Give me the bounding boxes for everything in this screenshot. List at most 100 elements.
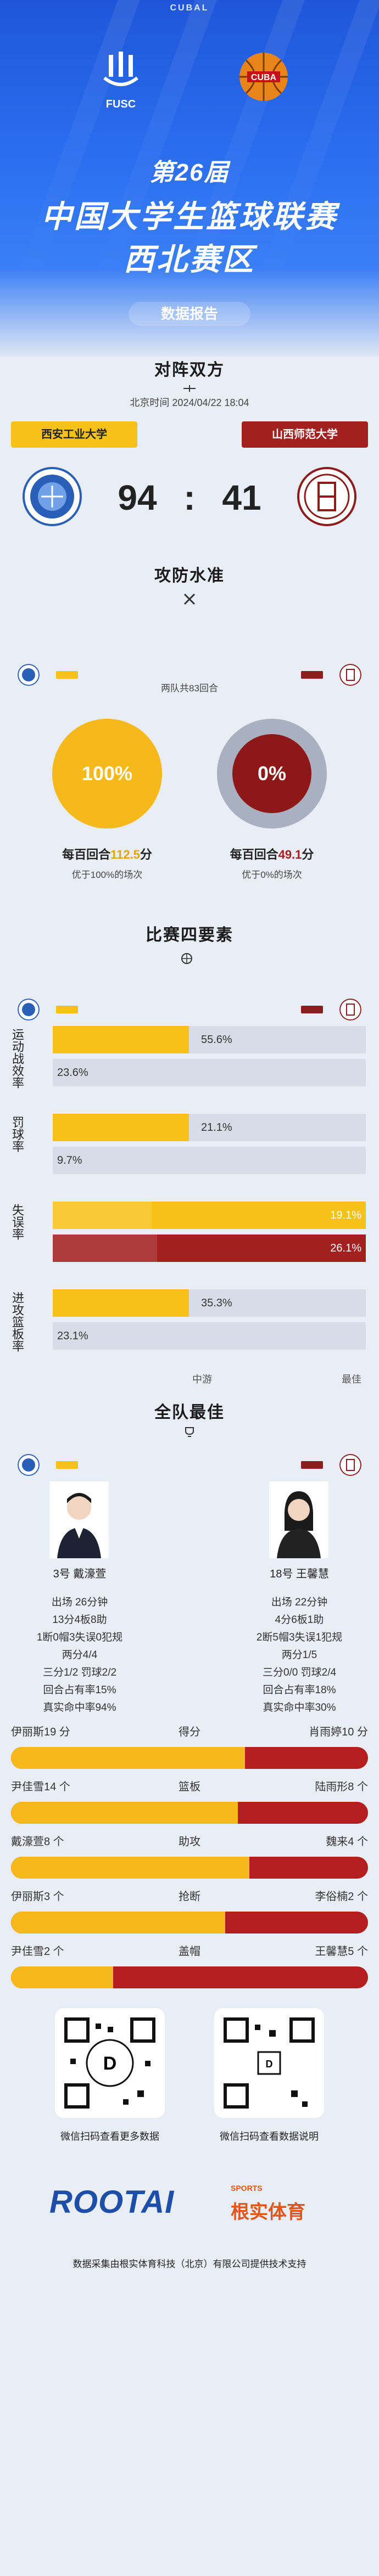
match-heading: 对阵双方: [0, 357, 379, 384]
player-stat-line: 真实命中率94%: [43, 1702, 116, 1713]
factor-value-left: 19.1%: [330, 1209, 361, 1221]
right-per100: 每百回合49.1分: [190, 845, 354, 863]
match-time: 北京时间 2024/04/22 18:04: [130, 397, 249, 408]
team-left-name: 西安工业大学: [11, 421, 137, 448]
qr-right-caption: 微信扫码查看数据说明: [220, 2131, 319, 2142]
right-player-name: 18号 王馨慧: [270, 1568, 329, 1580]
player-stat-line: 三分1/2 罚球2/2: [42, 1667, 117, 1678]
compare-left: 伊丽斯3 个: [11, 1891, 64, 1903]
player-stat-line: 1断0帽3失误0犯规: [36, 1632, 123, 1643]
compare-category: 得分: [179, 1726, 200, 1738]
team-right-mini-logo: [339, 664, 361, 686]
compare-right: 陆雨形8 个: [315, 1781, 368, 1793]
offdef-section: 两队共83回合 100% 0% 每百回合112.5分 每百回合49.1分 优于1…: [0, 664, 379, 999]
team-right-mini-logo: [339, 999, 361, 1021]
team-left-color-bar: [56, 671, 78, 679]
brand-text: CUBAL: [170, 3, 209, 13]
compare-right: 肖雨婷10 分: [309, 1726, 368, 1738]
player-stat-line: 4分6板1助: [275, 1614, 324, 1626]
swords-icon: [183, 593, 196, 605]
court-icon: [183, 385, 196, 392]
factor-bar-left: [53, 1026, 189, 1053]
footer-credit: 数据采集由根实体育科技（北京）有限公司提供技术支持: [73, 2259, 306, 2269]
team-left-mini-logo: [18, 999, 40, 1021]
rootai-logo-cn: 根实体育: [231, 2202, 305, 2223]
player-stat-line: 两分4/4: [62, 1649, 98, 1661]
compare-left: 尹佳雪2 个: [11, 1946, 64, 1958]
qr-right[interactable]: D: [214, 2008, 324, 2118]
factor-bar-track: 19.1%: [53, 1202, 366, 1229]
edition-title: 第26届: [149, 159, 230, 186]
report-page: CUBAL FUSC CUBA 第26届 中国大学生篮球联赛 西北赛区 数据报告…: [0, 0, 379, 2269]
compare-bar: [11, 1802, 368, 1824]
best-section: 全队最佳 3号 戴濠萱 18号 王馨慧 出: [0, 1399, 379, 2173]
score-right: 41: [222, 478, 261, 517]
compare-bar: [11, 1747, 368, 1769]
right-percentile-ring: 0%: [217, 719, 327, 828]
factors-heading-text: 比赛四要素: [146, 926, 233, 944]
team-right-mini-logo: [339, 1454, 361, 1476]
compare-bar-left: [11, 1966, 113, 1988]
fusc-logo-icon: [103, 52, 138, 86]
per100-unit: 分: [140, 848, 152, 861]
factor-bar-track: 55.6%: [53, 1026, 366, 1053]
axis-best-label: 最佳: [342, 1374, 361, 1385]
factor-bar-shade: [53, 1235, 157, 1262]
left-per100: 每百回合112.5分: [25, 845, 190, 863]
left-per100-value: 112.5: [110, 848, 140, 861]
team-left-mini-logo: [18, 664, 40, 686]
factor-label: 进攻篮板率: [10, 1292, 24, 1352]
factor-value-right: 9.7%: [57, 1154, 82, 1166]
league-title: 中国大学生篮球联赛: [41, 199, 338, 234]
team-right-name: 山西师范大学: [242, 421, 368, 448]
right-player-photo: [269, 1481, 328, 1558]
compare-bar: [11, 1857, 368, 1879]
compare-left: 戴濠萱8 个: [11, 1836, 64, 1848]
factor-bar-left: [53, 1202, 366, 1229]
factors-heading: 比赛四要素: [0, 922, 379, 949]
compare-right: 王馨慧5 个: [315, 1946, 368, 1958]
compare-row: 尹佳雪2 个 盖帽 王馨慧5 个: [11, 1942, 368, 1992]
team-left-color-bar: [56, 1006, 78, 1013]
fusc-logo: FUSC: [99, 49, 143, 111]
svg-text:D: D: [266, 2059, 273, 2070]
right-better-than: 优于0%的场次: [242, 870, 302, 880]
cuba-logo-icon: CUBA: [239, 53, 288, 101]
factor-bar-left: [53, 1289, 189, 1317]
compare-category: 抢断: [179, 1891, 200, 1903]
compare-bar: [11, 1966, 368, 1988]
qr-code-icon: D: [64, 2017, 155, 2109]
offdef-heading: 攻防水准: [0, 562, 379, 590]
factor-value-left: 35.3%: [201, 1297, 232, 1309]
qr-left[interactable]: D: [55, 2008, 165, 2118]
factor-label: 罚球率: [10, 1116, 24, 1152]
left-percentile-ring: 100%: [52, 719, 162, 828]
compare-row: 伊丽斯3 个 抢断 李俗楠2 个: [11, 1887, 368, 1937]
factor-bar-track: 23.6%: [53, 1059, 366, 1086]
axis-mid-label: 中游: [192, 1374, 212, 1385]
factor-bar-track: 35.3%: [53, 1289, 366, 1317]
team-right-color-bar: [301, 1006, 323, 1013]
team-left-mini-logo: [18, 1454, 40, 1476]
compare-row: 尹佳雪14 个 篮板 陆雨形8 个: [11, 1778, 368, 1827]
factor-bar-track: 26.1%: [53, 1235, 366, 1262]
factor-bar-left: [53, 1114, 189, 1141]
rootai-logo-sub: SPORTS: [231, 2184, 263, 2192]
team-left-color-bar: [56, 1461, 78, 1469]
factor-bar-track: 23.1%: [53, 1322, 366, 1350]
player-stat-line: 2断5帽3失误1犯规: [256, 1632, 343, 1643]
left-player-photo: [49, 1481, 109, 1558]
trophy-icon: [185, 1427, 194, 1437]
left-better-than: 优于100%的场次: [71, 870, 143, 880]
best-heading: 全队最佳: [0, 1399, 379, 1427]
per100-label: 每百回合: [62, 848, 111, 861]
compare-left: 伊丽斯19 分: [11, 1726, 70, 1738]
team-right-logo: [297, 467, 356, 526]
compare-left: 尹佳雪14 个: [11, 1781, 70, 1793]
svg-text:D: D: [103, 2053, 117, 2074]
compare-category: 助攻: [179, 1836, 200, 1848]
player-stat-line: 出场 22分钟: [271, 1597, 328, 1608]
right-per100-value: 49.1: [278, 848, 302, 861]
compare-category: 盖帽: [179, 1946, 200, 1958]
factors-section: 运动战效率 55.6% 23.6% 罚球率 21.1% 9.7% 失误率 19.1% 26.1%…: [0, 999, 379, 1399]
